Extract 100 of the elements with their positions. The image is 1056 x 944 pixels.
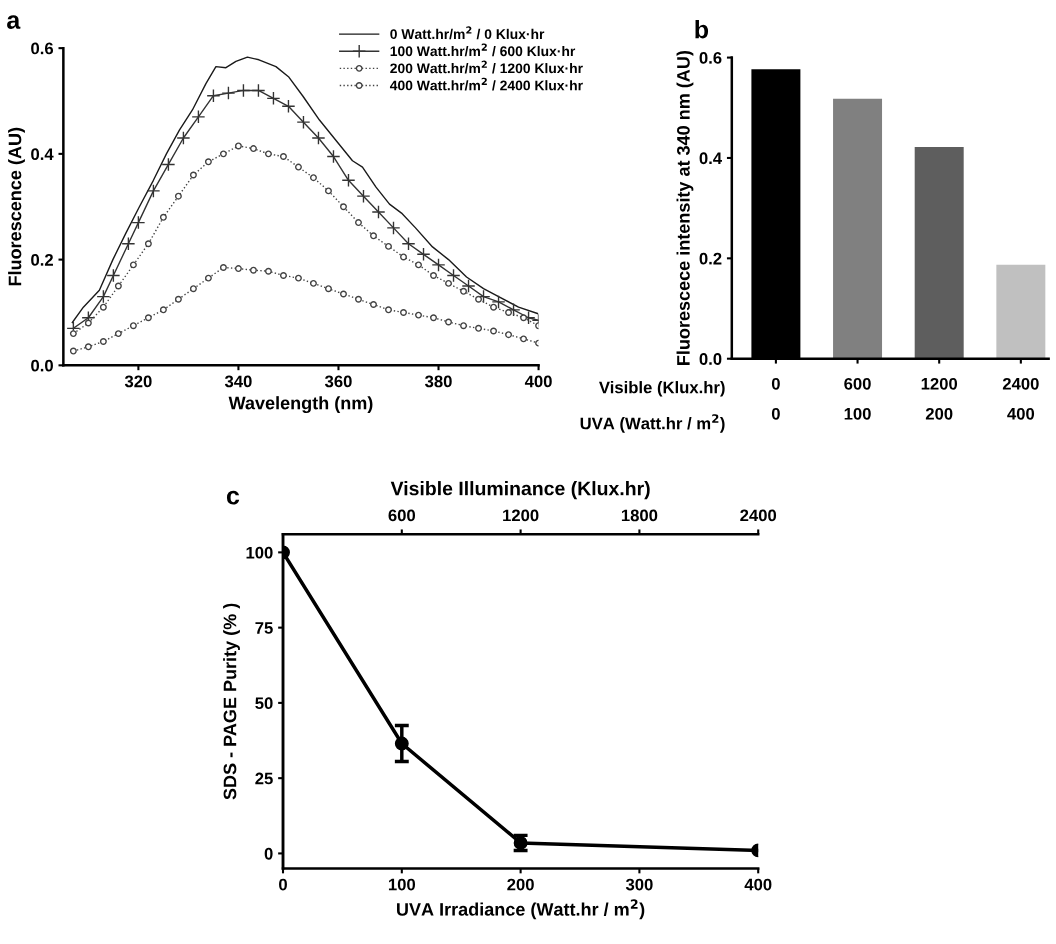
point [159,213,167,221]
x-tick-label: 600 100 [844,377,871,420]
point [401,236,416,251]
x-axis-title: UVA Irradiance (Watt.hr / m$^{2}$) [397,899,645,920]
point [176,131,191,145]
point [206,88,221,103]
point [326,149,341,164]
point [490,303,498,311]
y-tick-label: 0.4 [31,148,54,161]
y-axis-title: SDS - PAGE Purity (% ) [223,603,240,800]
point [234,142,242,150]
point [264,267,272,275]
point [309,174,317,182]
point [189,171,197,179]
point [415,261,422,269]
point [430,271,437,279]
point [385,242,392,250]
x-tick-label: 360 [324,375,352,388]
point [161,157,176,172]
point [460,287,468,295]
y-tick-label: 25 [255,772,273,785]
x-tick-label: 200 [507,878,534,891]
point [251,83,266,98]
point [106,268,121,283]
point [114,282,122,290]
bar [914,146,964,359]
y-tick-label: 0.0 [31,359,53,372]
point [144,314,152,322]
point [174,295,182,303]
point [430,314,437,322]
point [340,203,347,211]
point [355,219,362,227]
point [234,265,242,273]
point [324,285,332,293]
x-tick-label: 1200 200 [921,377,958,420]
x2-tick-label: 1200 [503,509,539,522]
x-tick-label: 380 [425,375,452,388]
point [400,308,407,316]
y-axis-title: Fluorescece intensity at 340 nm (AU) [676,51,694,365]
y-tick-label: 0.2 [31,254,53,266]
x2-axis-title: Visible Illuminance (Klux.hr) [390,481,650,500]
chart-title: a [7,15,21,29]
legend-label: 100 Watt.hr/m$^{2}$ / 600 Klux·hr [390,43,576,57]
point [129,322,137,330]
point [341,173,356,188]
point [445,279,452,287]
point [294,163,302,171]
point [69,347,77,355]
bar [996,264,1046,359]
point [96,289,111,304]
x2-tick-label: 1800 [621,509,658,522]
point [505,308,513,316]
point [144,240,152,248]
point [84,319,92,327]
point [296,115,311,130]
point [159,306,167,314]
y-tick-label: 100 [246,546,273,559]
text: Visible (Klux.hr) [599,381,725,397]
point [446,268,461,283]
y-tick-label: 75 [255,622,273,634]
point [189,285,197,293]
point [431,257,446,272]
point [69,330,77,338]
point [520,335,528,343]
y-tick-label: 0.0 [699,353,722,365]
point [279,271,287,279]
point [219,264,227,272]
point [311,131,326,145]
point [400,253,407,261]
point [114,330,122,338]
x-tick-label: 100 [388,878,416,891]
point [294,274,302,282]
point [249,145,257,153]
point [131,215,146,230]
point [416,247,431,262]
x2-tick-label: 2400 [740,509,777,522]
point [191,109,206,124]
point [84,343,92,351]
point [461,279,476,293]
point [174,192,182,200]
point [121,236,136,251]
point [475,295,483,303]
point [520,314,528,322]
point [490,327,498,335]
x-tick-label: 320 [124,375,152,388]
point [475,324,483,332]
x-tick-label: 340 [224,375,252,388]
y-tick-label: 0.4 [699,152,722,165]
point [204,274,212,282]
x-tick-label: 400 [744,878,772,891]
point [385,306,392,314]
y-tick-label: 0.2 [699,252,722,265]
text: UVA (Watt.hr / m$^{2}$) [580,414,725,433]
y-tick-label: 50 [255,697,273,710]
point [370,301,377,309]
x-tick-label: 2400 400 [1002,377,1039,420]
y-tick-label: 0.6 [31,42,54,55]
legend-label: 0 Watt.hr/m$^{2}$ / 0 Klux·hr [390,26,545,40]
point [146,183,161,198]
x2-tick-label: 600 [388,509,416,522]
